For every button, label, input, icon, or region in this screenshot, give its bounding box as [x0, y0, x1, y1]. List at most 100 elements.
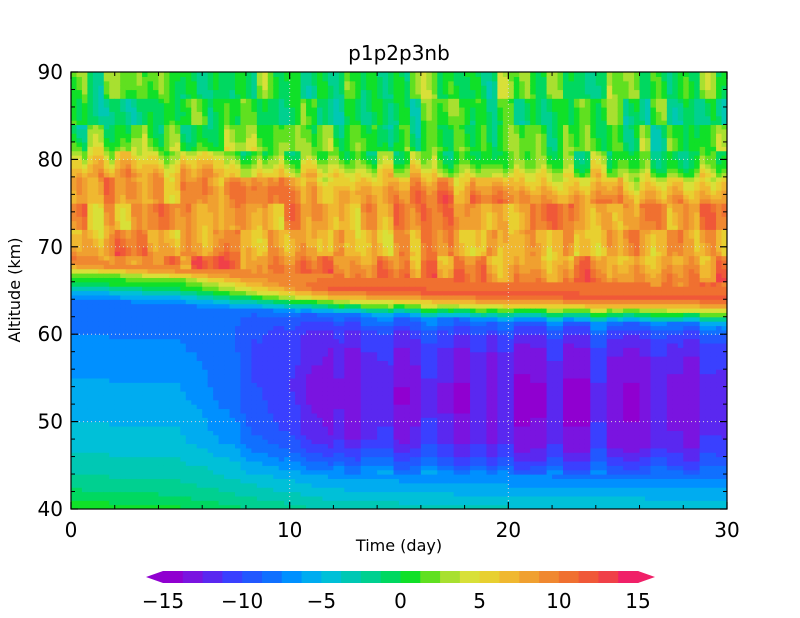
heatmap-cell: [306, 203, 313, 209]
heatmap-cell: [262, 487, 269, 493]
heatmap-cell: [262, 155, 269, 160]
heatmap-cell: [267, 128, 274, 134]
heatmap-cell: [153, 404, 160, 410]
heatmap-cell: [125, 264, 132, 270]
heatmap-cell: [213, 93, 220, 99]
heatmap-cell: [196, 500, 203, 506]
heatmap-cell: [306, 321, 313, 327]
heatmap-cell: [338, 181, 345, 187]
heatmap-cell: [327, 294, 334, 300]
heatmap-cell: [284, 434, 291, 440]
heatmap-cell: [224, 447, 231, 453]
heatmap-cell: [196, 434, 203, 440]
heatmap-cell: [98, 329, 105, 335]
heatmap-cell: [251, 447, 258, 453]
heatmap-cell: [125, 93, 132, 99]
heatmap-cell: [251, 342, 258, 348]
heatmap-cell: [142, 474, 149, 480]
heatmap-cell: [213, 364, 220, 370]
heatmap-cell: [240, 216, 247, 222]
heatmap-cell: [174, 255, 181, 261]
heatmap-cell: [333, 338, 340, 344]
heatmap-cell: [131, 85, 138, 91]
heatmap-cell: [224, 377, 231, 383]
heatmap-cell: [109, 159, 116, 165]
heatmap-cell: [267, 434, 274, 440]
heatmap-cell: [207, 465, 214, 471]
heatmap-cell: [136, 98, 143, 104]
heatmap-cell: [333, 133, 340, 139]
heatmap-cell: [114, 408, 121, 414]
heatmap-cell: [103, 430, 110, 436]
heatmap-cell: [256, 102, 263, 108]
heatmap-cell: [125, 360, 132, 366]
heatmap-cell: [207, 373, 214, 379]
heatmap-cell: [338, 482, 345, 488]
heatmap-cell: [295, 342, 302, 348]
heatmap-cell: [174, 425, 181, 431]
heatmap-cell: [327, 491, 334, 497]
heatmap-cell: [147, 408, 154, 414]
heatmap-cell: [103, 229, 110, 235]
heatmap-cell: [235, 421, 242, 427]
heatmap-cell: [306, 364, 313, 370]
heatmap-cell: [125, 491, 132, 497]
heatmap-cell: [333, 443, 340, 449]
heatmap-cell: [98, 85, 105, 91]
heatmap-cell: [322, 146, 329, 152]
heatmap-cell: [251, 391, 258, 396]
heatmap-cell: [306, 211, 313, 217]
heatmap-cell: [256, 246, 263, 252]
heatmap-cell: [81, 150, 88, 156]
heatmap-cell: [120, 373, 127, 379]
heatmap-cell: [98, 408, 105, 414]
heatmap-cell: [185, 425, 192, 431]
heatmap-cell: [169, 294, 176, 300]
heatmap-cell: [202, 382, 209, 388]
heatmap-cell: [76, 242, 83, 248]
heatmap-cell: [136, 220, 143, 226]
heatmap-cell: [92, 360, 99, 366]
heatmap-cell: [207, 399, 214, 405]
heatmap-cell: [147, 102, 154, 108]
heatmap-cell: [103, 93, 110, 99]
heatmap-cell: [103, 294, 110, 300]
heatmap-cell: [295, 168, 302, 174]
heatmap-cell: [224, 111, 231, 117]
heatmap-cell: [158, 233, 165, 239]
heatmap-cell: [322, 312, 329, 318]
heatmap-cell: [306, 216, 313, 222]
heatmap-cell: [196, 316, 203, 322]
heatmap-cell: [174, 474, 181, 480]
heatmap-cell: [289, 102, 296, 108]
heatmap-cell: [213, 106, 220, 112]
heatmap-cell: [147, 93, 154, 99]
heatmap-cell: [278, 373, 285, 379]
heatmap-cell: [273, 111, 280, 117]
heatmap-cell: [125, 325, 132, 331]
heatmap-cell: [322, 404, 329, 410]
heatmap-cell: [136, 242, 143, 248]
heatmap-cell: [114, 386, 121, 392]
heatmap-cell: [103, 417, 110, 423]
heatmap-cell: [306, 281, 313, 287]
heatmap-cell: [169, 194, 176, 200]
heatmap-cell: [92, 181, 99, 187]
heatmap-cell: [92, 290, 99, 296]
heatmap-cell: [256, 194, 263, 200]
heatmap-cell: [256, 307, 263, 313]
heatmap-cell: [163, 474, 170, 480]
heatmap-cell: [174, 155, 181, 160]
heatmap-cell: [142, 185, 149, 191]
heatmap-cell: [98, 469, 105, 475]
heatmap-cell: [163, 329, 170, 335]
heatmap-cell: [142, 469, 149, 475]
heatmap-cell: [153, 163, 160, 169]
heatmap-cell: [196, 198, 203, 204]
heatmap-cell: [273, 286, 280, 292]
heatmap-cell: [136, 504, 143, 509]
heatmap-cell: [180, 395, 187, 401]
heatmap-cell: [213, 294, 220, 300]
heatmap-cell: [306, 329, 313, 335]
heatmap-cell: [158, 299, 165, 305]
